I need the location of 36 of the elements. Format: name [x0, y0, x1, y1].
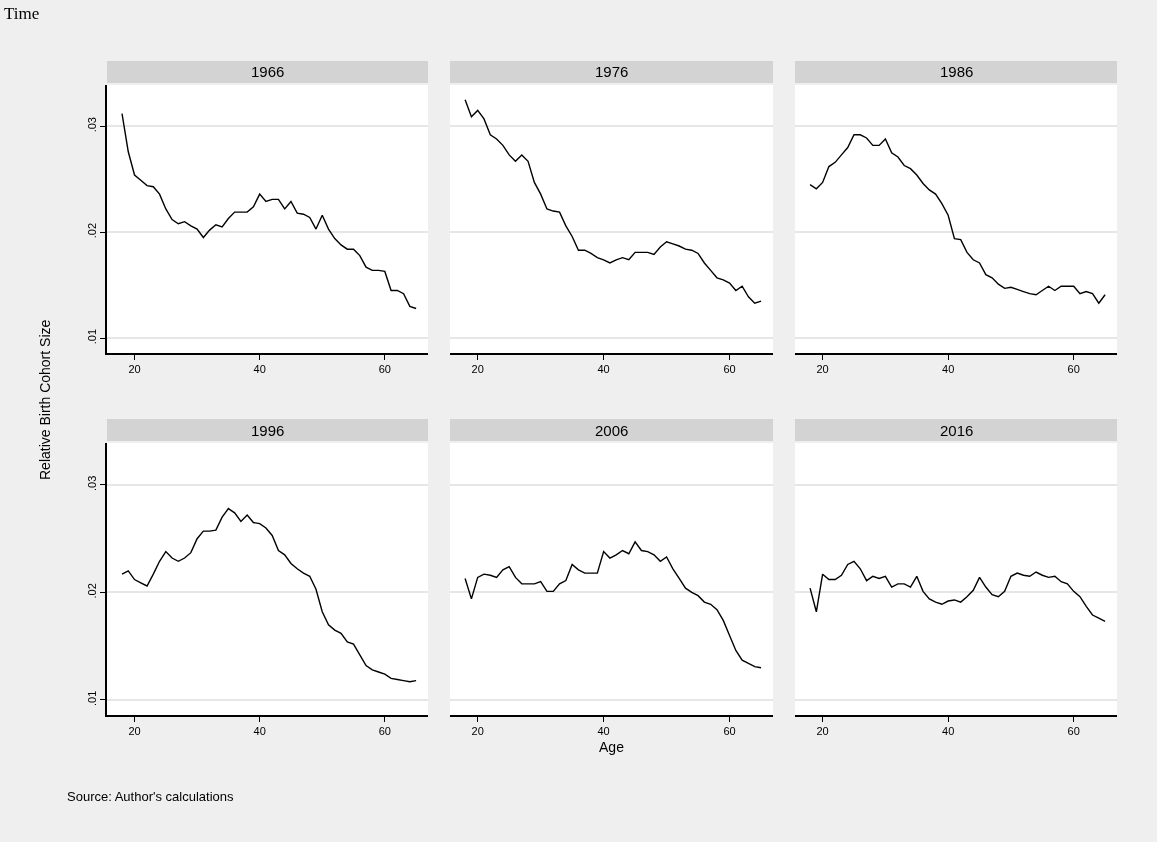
- x-tick-label: 60: [378, 362, 391, 375]
- y-axis-title: Relative Birth Cohort Size: [37, 319, 53, 480]
- x-tick-label: 60: [723, 724, 736, 737]
- x-tick-label: 20: [128, 724, 141, 737]
- chart-title: 1986: [940, 63, 974, 80]
- y-tick-label: .01: [85, 328, 98, 345]
- chart-title: 2016: [940, 422, 974, 439]
- x-tick-label: 40: [942, 362, 955, 375]
- y-tick-label: .01: [85, 690, 98, 706]
- source-note: Source: Author's calculations: [67, 789, 235, 804]
- x-tick-label: 40: [253, 362, 266, 375]
- chart-title: 2006: [595, 422, 629, 439]
- chart-title: 1996: [251, 422, 285, 439]
- x-tick-label: 40: [253, 724, 266, 737]
- x-axis-title: Age: [599, 738, 625, 755]
- x-tick-label: 20: [128, 362, 141, 375]
- x-tick-label: 60: [1067, 362, 1080, 375]
- x-tick-label: 20: [471, 724, 484, 737]
- x-tick-label: 60: [723, 362, 736, 375]
- x-tick-label: 40: [942, 724, 955, 737]
- chart-title: 1966: [251, 63, 285, 80]
- chart-title: 1976: [595, 63, 629, 80]
- x-tick-label: 20: [471, 362, 484, 375]
- x-tick-label: 20: [816, 362, 829, 375]
- x-tick-label: 40: [597, 724, 610, 737]
- y-tick-label: .02: [85, 583, 98, 599]
- x-tick-label: 60: [378, 724, 391, 737]
- x-tick-label: 20: [816, 724, 829, 737]
- y-tick-label: .03: [85, 117, 98, 133]
- text: Time: [4, 4, 40, 23]
- y-tick-label: .02: [85, 222, 98, 239]
- line-series: [121, 507, 417, 683]
- x-tick-label: 60: [1067, 724, 1080, 737]
- x-tick-label: 40: [597, 362, 610, 375]
- y-tick-label: .03: [85, 475, 98, 491]
- line-series: [121, 112, 417, 310]
